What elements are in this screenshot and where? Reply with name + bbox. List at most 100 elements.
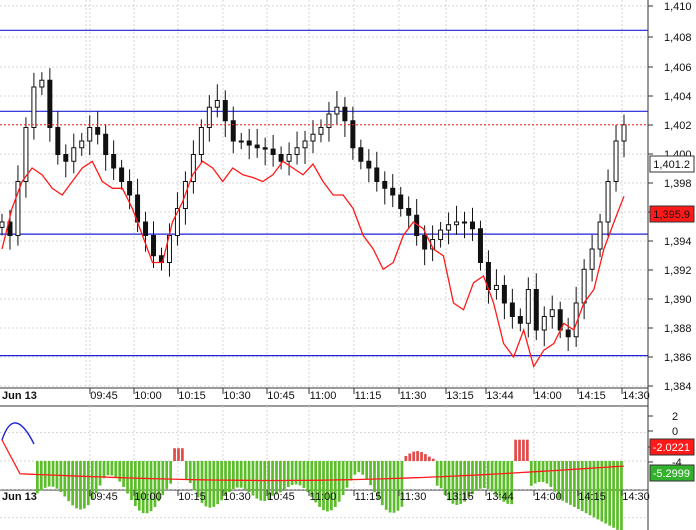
candle-body-down [533, 289, 539, 331]
histogram-bar-negative [157, 461, 161, 502]
histogram-bar-negative [361, 461, 365, 475]
candle [318, 119, 324, 143]
time-tick-label: 09:45 [90, 491, 118, 503]
candle-body-down [406, 208, 412, 216]
candle [31, 72, 37, 140]
histogram-bar-positive [177, 448, 180, 461]
histogram-bar-negative [63, 461, 67, 497]
candle-body-up [238, 140, 244, 143]
candle [55, 111, 61, 165]
candle-body-down [63, 154, 69, 162]
candle-body-down [477, 228, 483, 263]
candle-body-down [55, 127, 61, 155]
histogram-bar-negative [498, 461, 502, 499]
histogram-value-tag-box [649, 464, 695, 482]
candle-body-up [71, 147, 77, 162]
price-tick-label: 1,394 [664, 236, 692, 248]
price-tick-label: 1,408 [664, 32, 692, 44]
histogram-bar-negative [110, 461, 114, 476]
candle [509, 288, 515, 329]
candle [565, 317, 571, 351]
histogram-bar-negative [51, 461, 55, 487]
indicator-tick-label: 2 [672, 411, 678, 423]
histogram-bar-negative [98, 461, 102, 486]
candle [438, 222, 444, 248]
histogram-bar-negative [596, 461, 600, 520]
histogram-bar-negative [286, 461, 290, 488]
candle [605, 169, 611, 237]
candle [151, 221, 157, 268]
histogram-bar-negative [557, 461, 561, 499]
histogram-bar-negative [36, 461, 39, 494]
time-tick-label: 13:15 [446, 491, 474, 503]
candle [374, 151, 380, 192]
candle-body-up [605, 181, 611, 223]
candle [71, 133, 77, 174]
candle-body-up [621, 124, 627, 142]
time-tick-label: 14:30 [622, 491, 650, 503]
candle [0, 213, 5, 236]
candle-body-up [310, 133, 316, 142]
candle-body-up [462, 221, 468, 224]
time-axis-lower: Jun 13 09:45 10:00 10:15 10:30 10:45 11:00 11:1… [2, 490, 650, 503]
candle [302, 130, 308, 164]
candle [270, 134, 276, 167]
histogram-bar-negative [228, 461, 231, 493]
histogram-bar-negative [86, 461, 90, 506]
candle [95, 111, 101, 145]
histogram-bar-positive [412, 451, 416, 461]
price-tick-label: 1,390 [664, 294, 692, 306]
histogram-bar-negative [169, 461, 172, 484]
candle [246, 128, 252, 160]
histogram-bar-negative [435, 461, 439, 486]
histogram-bar-positive [416, 451, 419, 461]
histogram-bar-negative [490, 461, 494, 492]
last-price-tag: 1,401.2 [649, 155, 695, 173]
histogram-bar-negative [47, 461, 51, 487]
histogram-bar-negative [83, 461, 86, 509]
histogram-bar-negative [310, 461, 314, 498]
candle-body-up [438, 229, 444, 241]
histogram-bar-negative [255, 461, 259, 499]
candle-body-up [597, 221, 603, 250]
histogram-bar-positive [518, 439, 521, 461]
histogram-bar-negative [271, 461, 274, 496]
histogram-bar-positive [420, 452, 423, 461]
candle-body-up [581, 268, 587, 304]
candle [549, 295, 555, 329]
candle [326, 101, 332, 142]
histogram-bar-negative [208, 461, 212, 508]
candle-body-down [278, 154, 284, 162]
histogram-bar-negative [204, 461, 208, 507]
histogram-bar-negative [145, 461, 149, 514]
candle-body-up [613, 140, 619, 182]
candle [23, 117, 29, 198]
histogram-bar-negative [345, 461, 349, 488]
candle-body-down [469, 221, 475, 230]
candle-body-up [318, 127, 324, 135]
macd-line-start [1, 422, 35, 445]
candle [198, 119, 204, 163]
candle [525, 277, 531, 338]
histogram-bar-negative [149, 461, 153, 512]
histogram-bar-negative [212, 461, 216, 507]
histogram-bar-negative [326, 461, 329, 512]
candle [406, 196, 412, 230]
candle-body-down [127, 181, 133, 196]
candle [613, 124, 619, 192]
candle-body-up [15, 181, 21, 236]
candle-body-down [262, 147, 268, 150]
histogram-bar-negative [388, 461, 392, 513]
candle [111, 140, 117, 181]
time-tick-label: 11:30 [400, 491, 427, 503]
candle-body-up [190, 154, 196, 182]
histogram-bar-negative [510, 461, 514, 505]
price-tick-label: 1,386 [664, 352, 692, 364]
price-tick-label: 1,404 [664, 91, 692, 103]
histogram-bar-negative [188, 461, 192, 483]
histogram-bar-negative [79, 461, 82, 510]
candle-body-down [422, 235, 428, 250]
histogram-bar-negative [475, 461, 478, 491]
histogram-bar-negative [161, 461, 165, 496]
